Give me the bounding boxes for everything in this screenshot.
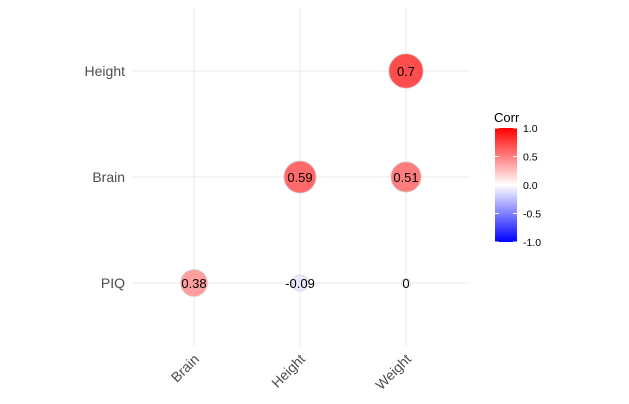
legend: Corr 1.0 0.5 0.0 -0.5 -1.0 bbox=[494, 110, 541, 249]
cell-label-height-brain: 0.59 bbox=[287, 170, 312, 185]
legend-tick-label-2: 0.0 bbox=[523, 180, 538, 192]
y-tick-labels: PIQ Brain Height bbox=[85, 63, 126, 291]
x-tick-label-weight: Weight bbox=[372, 351, 414, 393]
cell-circle-weight-height bbox=[388, 53, 424, 89]
y-tick-label-height: Height bbox=[85, 63, 126, 79]
legend-gradient-bar bbox=[495, 128, 517, 242]
x-tick-labels: Brain Height Weight bbox=[168, 351, 414, 393]
legend-tick-labels: 1.0 0.5 0.0 -0.5 -1.0 bbox=[495, 123, 541, 249]
cell-label-weight-piq: 0 bbox=[402, 276, 409, 291]
cell-label-brain-piq: 0.38 bbox=[181, 276, 206, 291]
legend-colorbar bbox=[495, 128, 517, 242]
legend-tick-label-0: 1.0 bbox=[523, 123, 538, 135]
x-tick-label-height: Height bbox=[268, 351, 308, 391]
legend-tick-label-3: -0.5 bbox=[523, 209, 541, 221]
y-tick-label-piq: PIQ bbox=[101, 275, 125, 291]
correlation-cells: 0.38 -0.09 0 0.59 0.51 0.7 bbox=[180, 53, 424, 297]
cell-circle-weight-piq bbox=[401, 278, 411, 288]
legend-tick-label-1: 0.5 bbox=[523, 152, 538, 164]
cell-circle-height-piq bbox=[291, 274, 309, 292]
cell-label-weight-brain: 0.51 bbox=[393, 170, 418, 185]
cell-circle-brain-piq bbox=[180, 269, 208, 297]
cell-circle-height-brain bbox=[283, 160, 317, 194]
y-tick-label-brain: Brain bbox=[92, 169, 125, 185]
cell-label-height-piq: -0.09 bbox=[285, 276, 315, 291]
legend-title: Corr bbox=[494, 110, 520, 125]
cell-circle-weight-brain bbox=[390, 161, 422, 193]
x-tick-label-brain: Brain bbox=[168, 351, 202, 385]
legend-tick-label-4: -1.0 bbox=[523, 237, 541, 249]
cell-label-weight-height: 0.7 bbox=[397, 64, 415, 79]
